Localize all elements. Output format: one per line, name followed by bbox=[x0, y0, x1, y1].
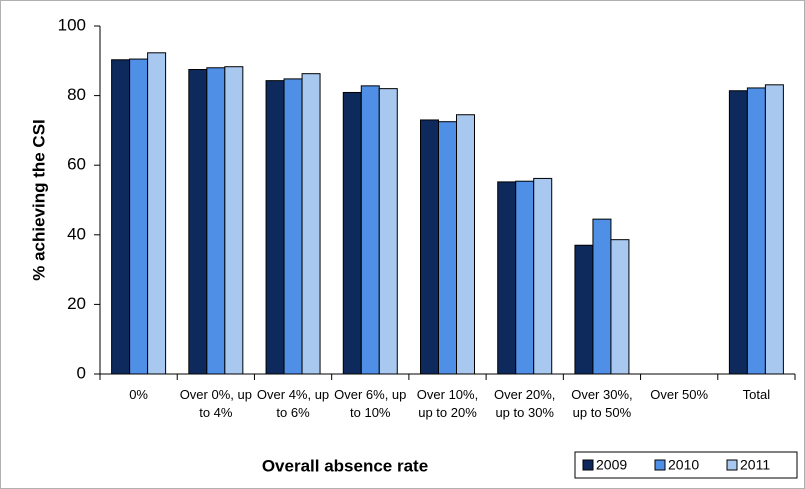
x-tick-label: Over 0%, up to 4% bbox=[179, 387, 252, 420]
bar bbox=[283, 78, 303, 375]
bar bbox=[728, 90, 748, 375]
bar bbox=[129, 58, 149, 375]
bar bbox=[360, 85, 380, 375]
bar bbox=[438, 121, 457, 375]
bar bbox=[746, 87, 766, 375]
bar bbox=[610, 239, 630, 375]
legend-box bbox=[574, 451, 798, 479]
legend-label: 2010 bbox=[668, 457, 699, 473]
y-tick-label: 60 bbox=[67, 155, 86, 174]
y-tick-label: 0 bbox=[77, 363, 86, 382]
bar bbox=[378, 88, 398, 375]
bar bbox=[515, 180, 535, 375]
y-tick-label: 40 bbox=[67, 224, 86, 243]
x-tick-label: Total bbox=[742, 387, 771, 402]
bar bbox=[147, 52, 167, 375]
y-tick-label: 20 bbox=[67, 294, 86, 313]
x-tick-label: Over 30%, up to 50% bbox=[571, 387, 633, 420]
bar bbox=[224, 66, 244, 375]
x-tick-label: Over 10%, up to 20% bbox=[416, 387, 479, 420]
bar bbox=[206, 67, 226, 375]
bar bbox=[497, 181, 517, 375]
y-tick-label: 100 bbox=[58, 15, 86, 34]
y-axis-title: % achieving the CSI bbox=[29, 119, 48, 281]
x-tick-label: Over 4%, up to 6% bbox=[256, 387, 330, 420]
bar bbox=[456, 114, 475, 375]
bar bbox=[188, 69, 208, 375]
y-tick-label: 80 bbox=[67, 85, 86, 104]
bar bbox=[111, 59, 131, 375]
bar bbox=[592, 218, 612, 375]
legend-swatch bbox=[582, 459, 594, 471]
x-axis-title: Overall absence rate bbox=[262, 456, 428, 475]
legend-label: 2009 bbox=[596, 457, 627, 473]
bar bbox=[574, 244, 594, 375]
bar bbox=[301, 73, 321, 375]
bar bbox=[420, 119, 439, 375]
x-tick-label: 0% bbox=[129, 387, 148, 402]
x-tick-label: Over 20%, up to 30% bbox=[494, 387, 556, 420]
bar bbox=[342, 91, 362, 375]
legend-swatch bbox=[726, 459, 738, 471]
bar bbox=[533, 177, 553, 375]
legend-label: 2011 bbox=[740, 457, 770, 473]
bar bbox=[764, 84, 784, 375]
x-tick-label: Over 6%, up to 10% bbox=[334, 387, 407, 420]
legend-swatch bbox=[654, 459, 666, 471]
x-tick-label: Over 50% bbox=[650, 387, 709, 402]
bar bbox=[265, 80, 285, 375]
